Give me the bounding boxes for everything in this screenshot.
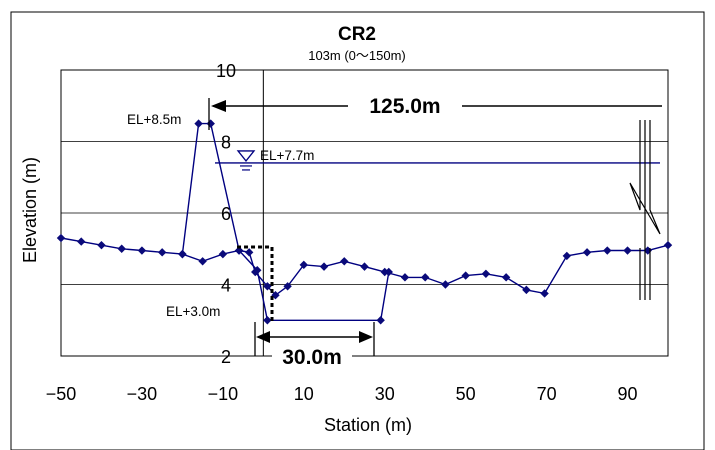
y-tick-label: 2 [221, 347, 231, 367]
annotation-el-bottom: EL+3.0m [166, 304, 220, 319]
x-tick-label: −30 [127, 384, 158, 404]
annotation-el-top: EL+8.5m [127, 112, 181, 127]
chart-title: CR2 [338, 24, 376, 45]
x-tick-label: 30 [375, 384, 395, 404]
y-tick-label: 10 [216, 61, 236, 81]
annotation-el-water: EL+7.7m [260, 148, 314, 163]
y-axis-label: Elevation (m) [20, 157, 40, 263]
y-tick-label: 8 [221, 133, 231, 153]
x-tick-label: −50 [46, 384, 77, 404]
x-tick-label: 50 [456, 384, 476, 404]
figure-frame [11, 12, 704, 450]
y-tick-label: 6 [221, 204, 231, 224]
x-axis-label: Station (m) [324, 415, 412, 435]
x-tick-label: −10 [208, 384, 239, 404]
x-tick-label: 70 [537, 384, 557, 404]
x-tick-label: 10 [294, 384, 314, 404]
annotation-width-bottom: 30.0m [282, 346, 342, 369]
annotation-width-top: 125.0m [369, 95, 440, 118]
y-tick-label: 4 [221, 276, 231, 296]
x-tick-label: 90 [618, 384, 638, 404]
chart-subtitle: 103m (0～150m) [308, 48, 406, 63]
